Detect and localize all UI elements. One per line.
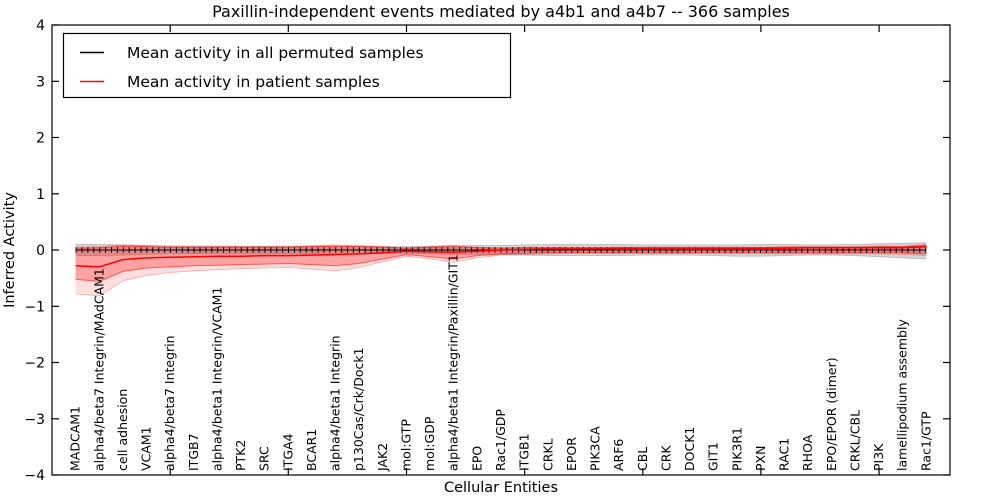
mean-activity-lines [75, 245, 927, 268]
y-tick-label: −2 [24, 356, 45, 372]
x-category-label: cell adhesion [115, 389, 130, 471]
y-tick-label: 2 [36, 131, 45, 147]
x-category-label: ITGB1 [517, 433, 532, 471]
x-category-label: PIK3R1 [729, 427, 744, 471]
x-category-label: DOCK1 [682, 427, 697, 471]
legend-label-permuted: Mean activity in all permuted samples [127, 44, 424, 62]
y-tick-label: −1 [24, 299, 45, 315]
x-category-label: RHOA [800, 434, 815, 471]
patient-inner-band-lower-edge [75, 252, 927, 283]
x-category-label: lamellipodium assembly [895, 319, 910, 471]
x-category-label: CRKL/CBL [848, 410, 863, 471]
x-category-label: GIT1 [706, 442, 721, 471]
x-category-label: alpha4/beta1 Integrin [328, 335, 343, 471]
x-category-label: mol:GTP [399, 419, 414, 471]
x-category-label: alpha4/beta1 Integrin/VCAM1 [209, 287, 224, 471]
x-category-labels: MADCAM1 alpha4/beta7 Integrin/MAdCAM1 cell… [68, 254, 934, 472]
y-tick-label: −3 [24, 412, 45, 428]
x-category-label: alpha4/beta7 Integrin [162, 335, 177, 471]
permuted-band-upper-edge [75, 242, 927, 248]
x-category-label: CRKL [540, 438, 555, 471]
y-tick-label: 3 [36, 74, 45, 90]
chart-title: Paxillin-independent events mediated by … [212, 2, 790, 21]
x-category-label: p130Cas/Crk/Dock1 [351, 347, 366, 471]
x-category-label: SRC [257, 446, 272, 471]
x-category-label: alpha4/beta7 Integrin/MAdCAM1 [91, 268, 106, 471]
legend-label-patient: Mean activity in patient samples [127, 73, 380, 91]
x-category-label: PTK2 [233, 440, 248, 471]
y-tick-label: 4 [36, 18, 45, 34]
x-category-label: JAK2 [375, 443, 390, 472]
x-category-label: EPO [469, 446, 484, 471]
x-category-label: PIK3CA [588, 426, 603, 471]
x-category-label: RAC1 [777, 438, 792, 471]
x-category-label: PXN [753, 446, 768, 471]
y-tick-label: 0 [36, 243, 45, 259]
x-category-label: ITGB7 [186, 433, 201, 471]
x-category-label: ARF6 [611, 439, 626, 471]
axis-ticks [52, 24, 950, 476]
x-category-label: mol:GDP [422, 416, 437, 471]
x-category-label: EPO/EPOR (dimer) [824, 357, 839, 471]
x-category-label: alpha4/beta1 Integrin/Paxillin/GIT1 [446, 254, 461, 471]
x-category-label: BCAR1 [304, 429, 319, 471]
patient-mean-line [75, 245, 927, 268]
y-tick-label: 1 [36, 187, 45, 203]
x-axis-title: Cellular Entities [444, 480, 558, 496]
x-category-label: Rac1/GDP [493, 409, 508, 471]
x-category-label: CRK [658, 445, 673, 471]
x-category-label: Rac1/GTP [918, 411, 933, 471]
patient-outer-band [75, 244, 927, 297]
patient-outer-band-lower-edge [75, 252, 927, 297]
x-category-label: EPOR [564, 437, 579, 471]
y-tick-label: −4 [24, 468, 45, 484]
x-category-label: ITGA4 [280, 433, 295, 471]
x-category-label: MADCAM1 [68, 406, 83, 471]
x-category-label: VCAM1 [139, 426, 154, 471]
legend: Mean activity in all permuted samples Me… [62, 32, 512, 99]
x-category-label: PI3K [871, 443, 886, 471]
legend-box [62, 32, 512, 99]
patient-inner-band [75, 245, 927, 282]
permuted-band-lower-edge [75, 252, 927, 260]
y-axis-title: Inferred Activity [2, 192, 18, 308]
x-category-label: CBL [635, 447, 650, 471]
y-tick-labels: 4 3 2 1 0 −1 −2 −3 −4 [24, 18, 45, 484]
